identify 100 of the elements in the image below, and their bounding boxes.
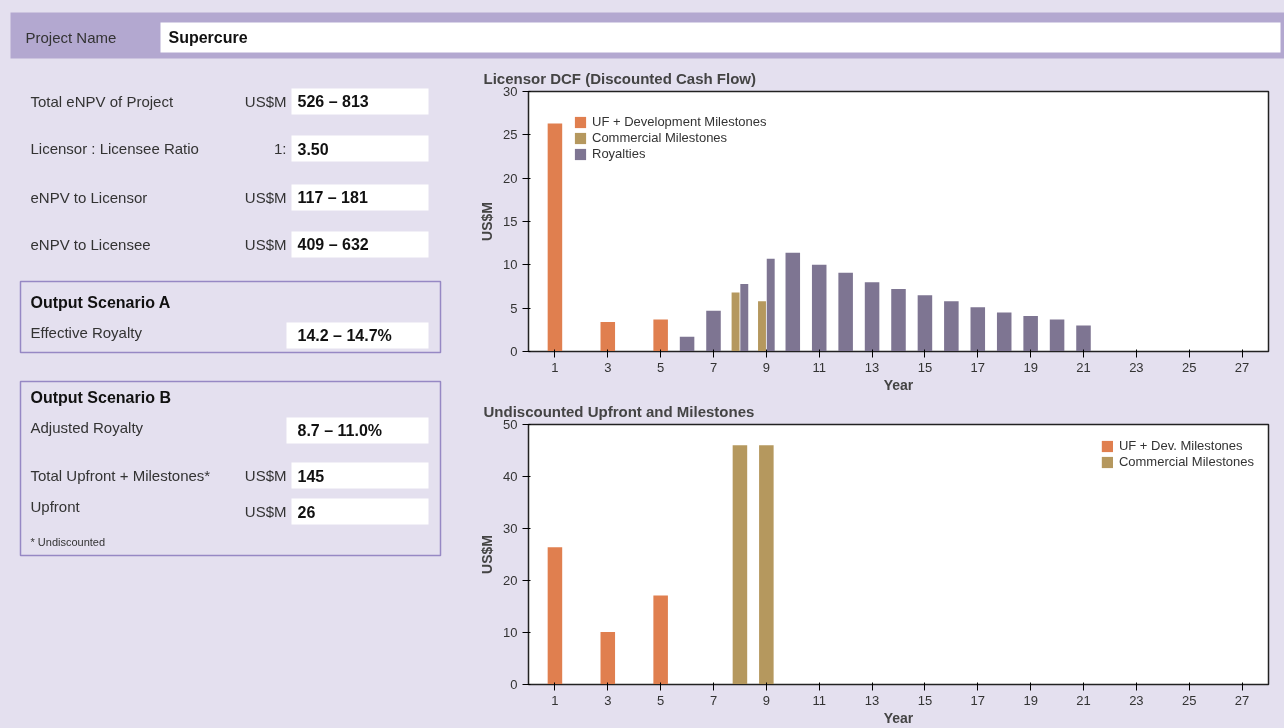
text: 117 – 181 bbox=[297, 189, 368, 206]
x-tick-label: 19 bbox=[1023, 359, 1038, 375]
x-tick-label: 23 bbox=[1129, 359, 1144, 375]
x-tick-label: 15 bbox=[917, 692, 933, 708]
x-tick-label: 25 bbox=[1181, 692, 1197, 708]
bar bbox=[1023, 315, 1038, 352]
x-tick-label: 1 bbox=[551, 359, 559, 375]
bar bbox=[600, 322, 616, 352]
y-tick-label: 30 bbox=[503, 84, 518, 99]
x-tick-label: 15 bbox=[917, 359, 933, 375]
x-tick-label: 13 bbox=[864, 359, 880, 375]
text: US$M bbox=[244, 236, 287, 253]
y-tick-label: 0 bbox=[510, 344, 518, 359]
text: Total eNPV of Project bbox=[30, 93, 174, 110]
y-tick-label: 40 bbox=[503, 469, 518, 484]
text: Adjusted Royalty bbox=[30, 419, 144, 436]
bar bbox=[970, 307, 986, 352]
bar bbox=[1076, 325, 1091, 352]
chart-title: Licensor DCF (Discounted Cash Flow) bbox=[483, 69, 757, 87]
y-axis-title: US$M bbox=[479, 202, 496, 241]
text: US$M bbox=[244, 503, 287, 520]
y-tick-label: 0 bbox=[510, 677, 518, 692]
bar bbox=[785, 252, 801, 352]
y-tick-label: 50 bbox=[503, 417, 518, 432]
text: 14.2 – 14.7% bbox=[297, 327, 392, 344]
x-tick-label: 17 bbox=[970, 692, 986, 708]
legend-label: Royalties bbox=[592, 146, 646, 161]
bar bbox=[759, 445, 774, 685]
x-tick-label: 21 bbox=[1076, 359, 1091, 375]
bar bbox=[758, 301, 766, 352]
bar bbox=[838, 272, 853, 352]
y-tick-label: 5 bbox=[510, 300, 518, 316]
text: US$M bbox=[244, 467, 287, 484]
y-tick-label: 10 bbox=[503, 257, 518, 273]
x-tick-label: 7 bbox=[709, 359, 718, 375]
x-tick-label: 27 bbox=[1234, 692, 1250, 708]
x-tick-label: 19 bbox=[1023, 692, 1038, 708]
x-tick-label: 11 bbox=[812, 692, 826, 708]
x-tick-label: 5 bbox=[657, 359, 665, 375]
bar bbox=[547, 547, 563, 685]
text: Supercure bbox=[168, 29, 248, 46]
bar bbox=[653, 319, 668, 352]
text: * Undiscounted bbox=[30, 535, 106, 548]
y-tick-label: 15 bbox=[503, 214, 518, 229]
x-tick-label: 3 bbox=[604, 692, 612, 708]
y-axis-title: US$M bbox=[479, 535, 496, 574]
y-tick-label: 25 bbox=[503, 127, 518, 143]
bar bbox=[917, 295, 933, 352]
text: Project Name bbox=[25, 29, 117, 46]
bar bbox=[1049, 319, 1065, 352]
bar bbox=[891, 289, 906, 352]
bar bbox=[996, 312, 1012, 352]
x-tick-label: 1 bbox=[551, 692, 559, 708]
x-tick-label: 7 bbox=[709, 692, 718, 708]
x-tick-label: 5 bbox=[657, 692, 665, 708]
text: Output Scenario B bbox=[30, 389, 171, 406]
bar bbox=[547, 123, 563, 352]
bar bbox=[679, 336, 695, 352]
chart-title: Undiscounted Upfront and Milestones bbox=[483, 402, 755, 420]
text: 1: bbox=[273, 140, 287, 157]
bar bbox=[653, 595, 668, 685]
legend-label: Commercial Milestones bbox=[1118, 454, 1254, 469]
text: 3.50 bbox=[297, 140, 329, 158]
x-tick-label: 17 bbox=[970, 359, 986, 375]
x-axis-title: Year bbox=[883, 709, 914, 726]
bar bbox=[864, 282, 880, 352]
text: Output Scenario A bbox=[30, 294, 171, 311]
x-tick-label: 23 bbox=[1129, 692, 1144, 708]
bar bbox=[706, 310, 721, 352]
bar bbox=[731, 292, 740, 352]
x-tick-label: 9 bbox=[762, 692, 770, 708]
y-tick-label: 20 bbox=[503, 573, 518, 588]
text: eNPV to Licensee bbox=[30, 236, 151, 253]
x-tick-label: 13 bbox=[864, 692, 880, 708]
bar bbox=[600, 631, 616, 685]
text: Total Upfront + Milestones* bbox=[30, 467, 211, 484]
y-tick-label: 30 bbox=[503, 521, 518, 536]
bar bbox=[811, 264, 827, 352]
bar bbox=[944, 301, 959, 352]
text: Effective Royalty bbox=[30, 324, 143, 341]
x-tick-label: 25 bbox=[1181, 359, 1197, 375]
x-tick-label: 21 bbox=[1076, 692, 1091, 708]
legend-label: Commercial Milestones bbox=[592, 130, 728, 145]
text: 526 – 813 bbox=[297, 93, 369, 110]
bar bbox=[732, 445, 748, 685]
text: 26 bbox=[297, 503, 316, 521]
x-tick-label: 11 bbox=[812, 359, 826, 375]
legend-label: UF + Development Milestones bbox=[592, 114, 767, 129]
text: Upfront bbox=[30, 498, 81, 515]
x-tick-label: 27 bbox=[1234, 359, 1250, 375]
legend-label: UF + Dev. Milestones bbox=[1118, 438, 1243, 453]
y-tick-label: 10 bbox=[503, 625, 518, 640]
x-tick-label: 3 bbox=[604, 359, 612, 375]
x-axis-title: Year bbox=[883, 376, 914, 393]
text: Licensor : Licensee Ratio bbox=[30, 140, 199, 157]
text: 409 – 632 bbox=[297, 236, 369, 253]
text: 8.7 – 11.0% bbox=[297, 422, 383, 439]
text: US$M bbox=[244, 93, 287, 110]
y-tick-label: 20 bbox=[503, 170, 518, 186]
text: 145 bbox=[297, 467, 325, 485]
